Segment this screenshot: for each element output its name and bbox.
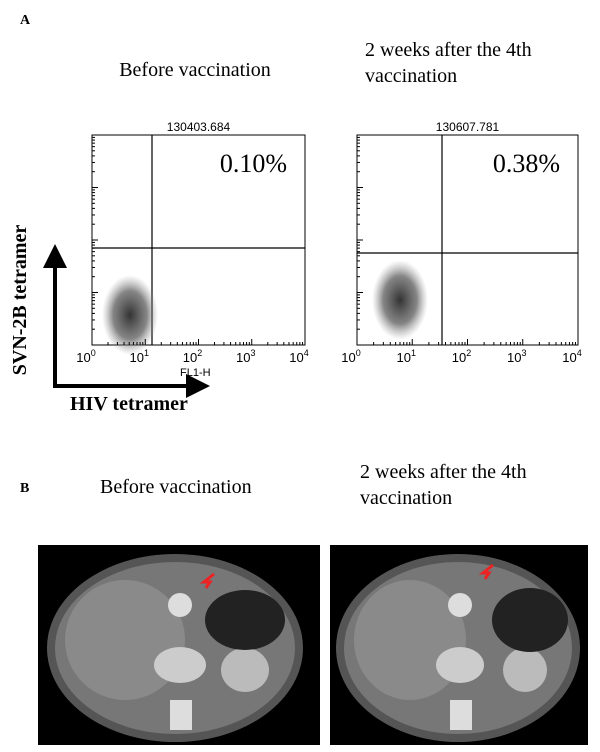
panel-label: B: [20, 481, 29, 496]
ct-image: [38, 545, 320, 745]
tick-base: 10: [130, 350, 144, 365]
tick-exp: 4: [577, 348, 582, 358]
panel-label: A: [20, 13, 31, 28]
x-tick-label: 102: [452, 348, 471, 365]
x-axis-label: FL1-H: [180, 367, 211, 379]
tick-exp: 1: [411, 348, 416, 358]
heading: Before vaccination: [100, 476, 252, 498]
tick-base: 10: [236, 350, 250, 365]
tick-base: 10: [562, 350, 576, 365]
heading: 2 weeks after the 4th vaccination: [360, 461, 527, 509]
x-tick-label: 101: [397, 348, 416, 365]
plot-title: 130403.684: [167, 120, 231, 134]
tick-base: 10: [289, 350, 303, 365]
x-tick-label: 103: [236, 348, 255, 365]
tick-base: 10: [397, 350, 411, 365]
tick-exp: 2: [197, 348, 202, 358]
ct-image: [330, 545, 588, 745]
tick-exp: 0: [356, 348, 361, 358]
tick-exp: 4: [304, 348, 309, 358]
x-tick-label: 104: [562, 348, 581, 365]
tick-base: 10: [452, 350, 466, 365]
heading-line: 2 weeks after the 4th: [365, 39, 532, 61]
heading-line: vaccination: [365, 65, 457, 87]
tick-exp: 2: [466, 348, 471, 358]
event-cloud: [372, 260, 428, 340]
quadrant-percent: 0.38%: [493, 149, 560, 178]
tick-base: 10: [341, 350, 355, 365]
event-cloud: [102, 275, 158, 355]
x-tick-label: 100: [341, 348, 360, 365]
heading: Before vaccination: [119, 59, 271, 81]
x-tick-label: 103: [507, 348, 526, 365]
tick-base: 10: [76, 350, 90, 365]
plot-title: 130607.781: [436, 120, 500, 134]
tick-base: 10: [183, 350, 197, 365]
heading: 2 weeks after the 4th vaccination: [365, 39, 532, 87]
tick-exp: 3: [250, 348, 255, 358]
x-arrow-label: HIV tetramer: [70, 393, 188, 415]
tick-exp: 1: [144, 348, 149, 358]
x-tick-label: 100: [76, 348, 95, 365]
quadrant-percent: 0.10%: [220, 149, 287, 178]
tick-exp: 3: [521, 348, 526, 358]
x-tick-label: 102: [183, 348, 202, 365]
heading-line: vaccination: [360, 487, 452, 509]
tick-exp: 0: [91, 348, 96, 358]
x-tick-label: 101: [130, 348, 149, 365]
tick-base: 10: [507, 350, 521, 365]
x-tick-label: 104: [289, 348, 308, 365]
y-arrow-label: SVN-2B tetramer: [9, 225, 31, 376]
heading-line: 2 weeks after the 4th: [360, 461, 527, 483]
